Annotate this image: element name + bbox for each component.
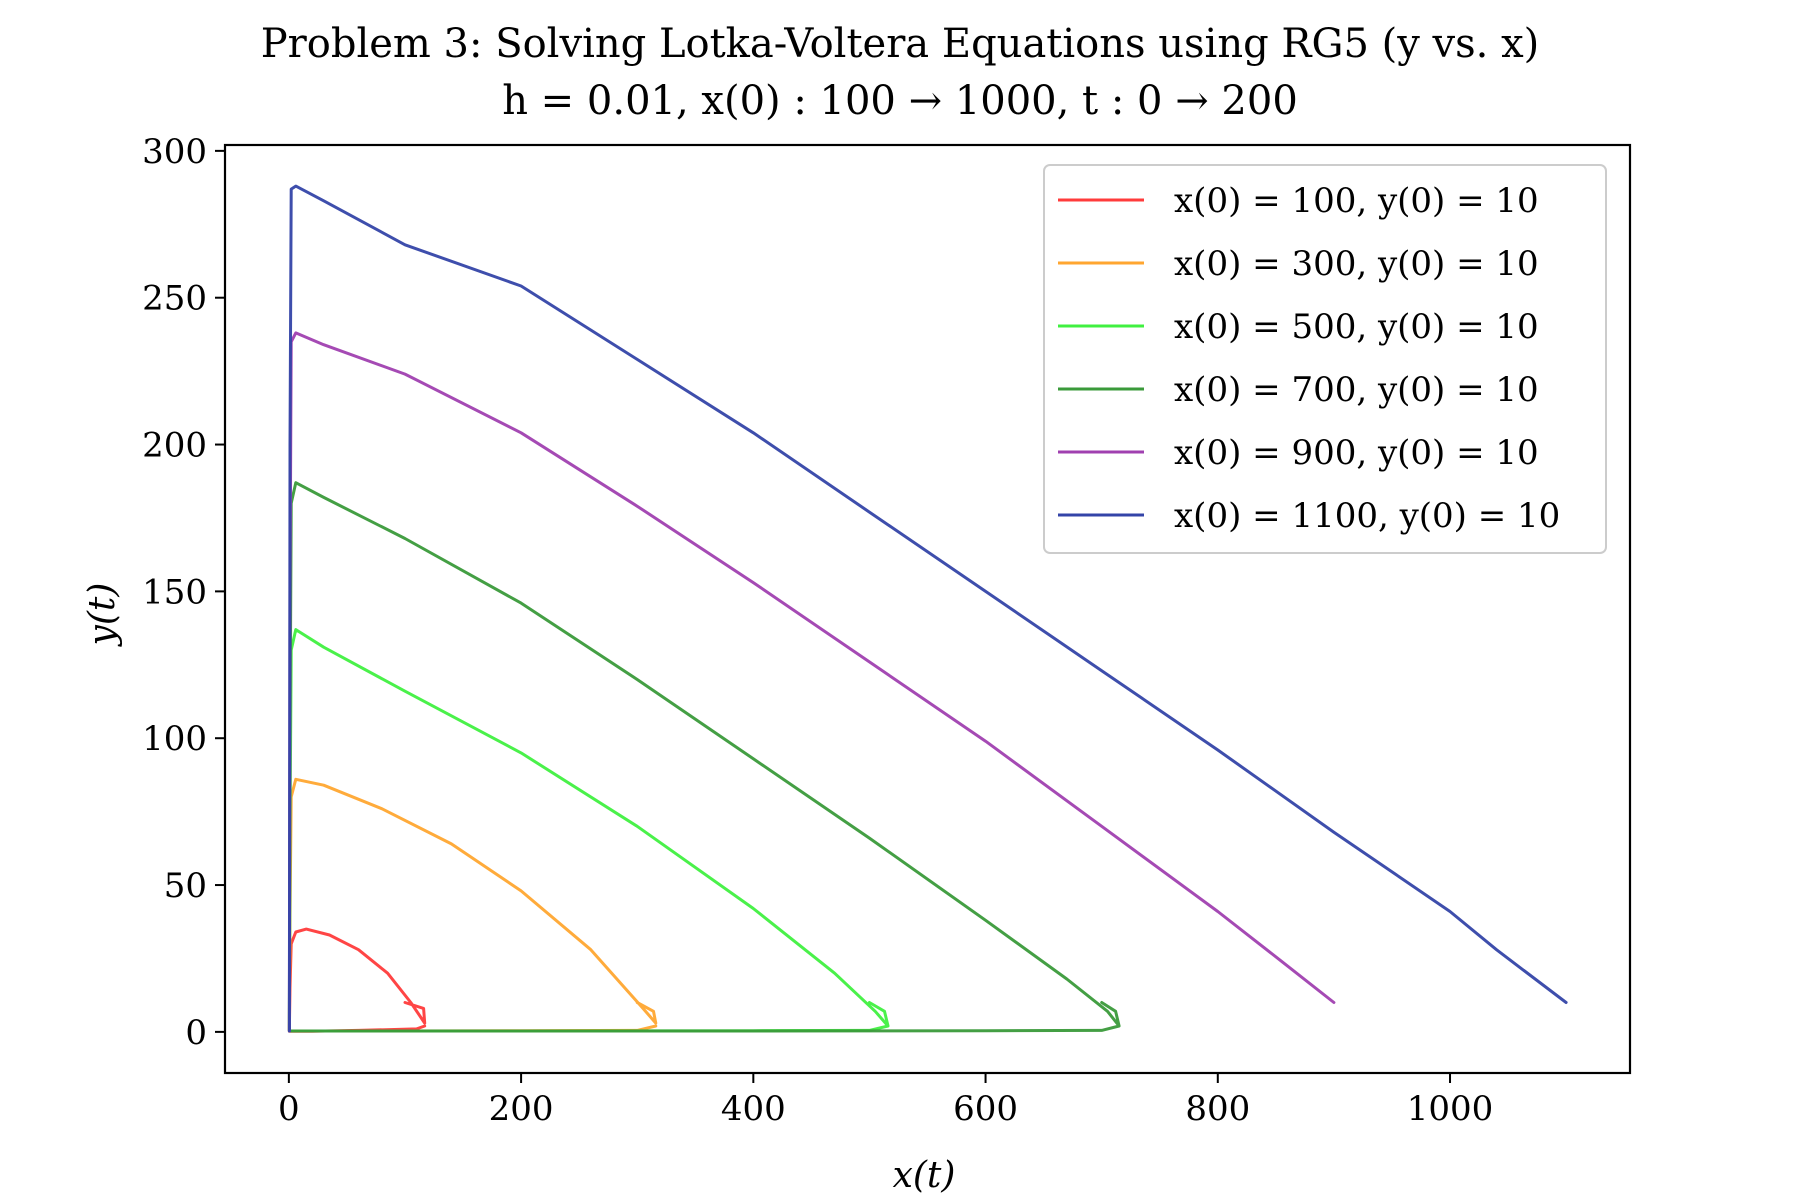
- legend-label-1: x(0) = 100, y(0) = 10: [1174, 181, 1539, 221]
- legend-label-2: x(0) = 300, y(0) = 10: [1174, 244, 1539, 284]
- legend-label-5: x(0) = 900, y(0) = 10: [1174, 433, 1539, 473]
- series-line-4: [287, 481, 1121, 1033]
- x-tick-label-600: 600: [953, 1089, 1018, 1129]
- series-line-3: [287, 628, 890, 1033]
- plot-frame: [223, 143, 1632, 1075]
- legend-label-3: x(0) = 500, y(0) = 10: [1174, 307, 1539, 347]
- series-line-2: [287, 777, 658, 1033]
- x-axis-label: x(t): [893, 1155, 956, 1196]
- legend-box: [1043, 164, 1607, 554]
- x-tick-label-200: 200: [489, 1089, 554, 1129]
- series-line-6: [287, 184, 1568, 1033]
- series-group: [287, 184, 1568, 1033]
- y-tick-label-100: 100: [142, 719, 207, 759]
- y-tick-label-0: 0: [185, 1013, 207, 1053]
- y-tick-label-150: 150: [142, 572, 207, 612]
- legend: x(0) = 100, y(0) = 10 x(0) = 300, y(0) = …: [1043, 164, 1607, 554]
- y-tick-label-200: 200: [142, 426, 207, 466]
- chart-subtitle: h = 0.01, x(0) : 100 → 1000, t : 0 → 200: [502, 78, 1298, 124]
- series-line-1: [287, 927, 427, 1033]
- x-tick-label-1000: 1000: [1407, 1089, 1494, 1129]
- y-tick-label-250: 250: [142, 279, 207, 319]
- legend-label-6: x(0) = 1100, y(0) = 10: [1174, 496, 1560, 536]
- x-tick-label-0: 0: [278, 1089, 300, 1129]
- x-tick-label-400: 400: [721, 1089, 786, 1129]
- y-axis-label: y(t): [82, 583, 123, 648]
- chart-title: Problem 3: Solving Lotka-Voltera Equatio…: [261, 21, 1540, 67]
- legend-label-4: x(0) = 700, y(0) = 10: [1174, 370, 1539, 410]
- x-tick-label-800: 800: [1185, 1089, 1250, 1129]
- y-tick-label-50: 50: [164, 866, 207, 906]
- y-tick-label-300: 300: [142, 132, 207, 172]
